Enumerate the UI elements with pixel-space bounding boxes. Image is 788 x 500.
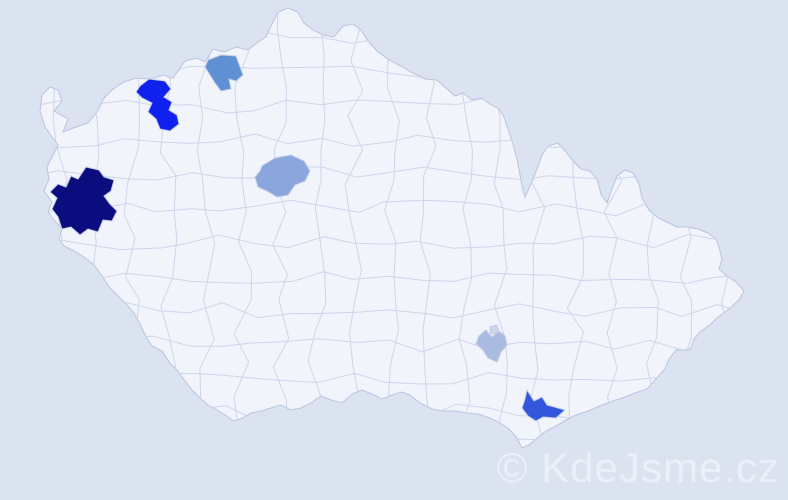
highlighted-district-northwest xyxy=(135,78,180,132)
country-outline xyxy=(39,7,745,449)
highlighted-district-central xyxy=(254,154,311,198)
highlighted-district-west xyxy=(49,166,118,236)
highlighted-district-south xyxy=(521,388,567,422)
highlighted-district-southeast-center xyxy=(489,324,500,335)
highlighted-district-north xyxy=(204,54,244,92)
highlighted-districts xyxy=(49,54,567,422)
highlighted-district-southeast xyxy=(475,329,508,363)
